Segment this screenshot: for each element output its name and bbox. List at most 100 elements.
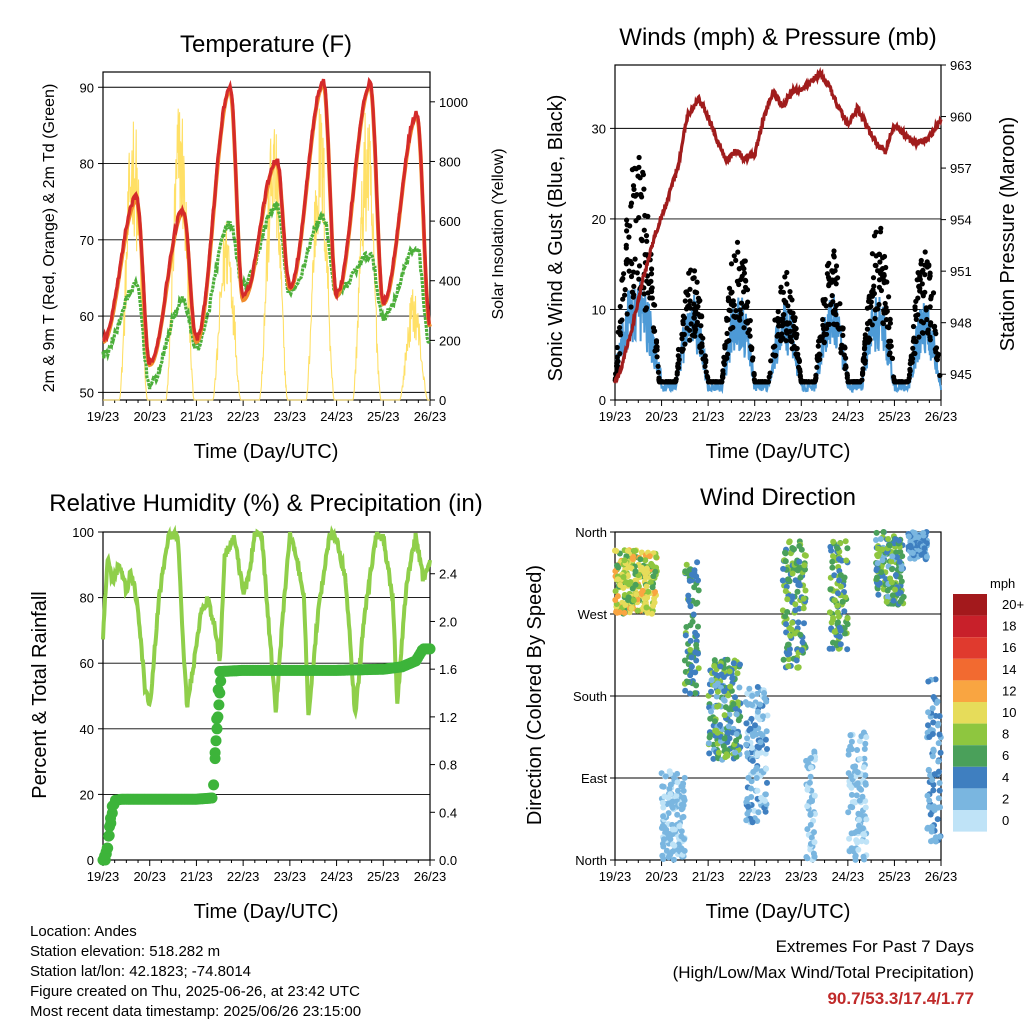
direction-point xyxy=(934,698,941,705)
gust-point xyxy=(626,268,632,274)
direction-point xyxy=(743,720,750,727)
direction-point xyxy=(830,614,837,621)
gust-point xyxy=(614,354,620,360)
direction-point xyxy=(683,561,690,568)
humidity-ytick-right-label: 2.4 xyxy=(439,567,457,582)
direction-point xyxy=(761,797,768,804)
gust-point xyxy=(787,289,793,295)
direction-point xyxy=(749,692,756,699)
direction-point xyxy=(841,574,848,581)
direction-point xyxy=(663,826,670,833)
legend-title: mph xyxy=(990,576,1015,591)
direction-point xyxy=(856,797,863,804)
legend-swatch xyxy=(953,658,987,681)
temperature-xtick-label: 23/23 xyxy=(274,409,307,424)
direction-point xyxy=(854,780,861,787)
gust-point xyxy=(874,306,880,312)
direction-point xyxy=(932,838,939,845)
winds-ytick-right-label: 948 xyxy=(950,316,972,331)
winds-xtick-label: 23/23 xyxy=(785,409,818,424)
direction-point xyxy=(800,605,807,612)
gust-point xyxy=(787,294,793,300)
gust-point xyxy=(750,355,756,361)
gust-point xyxy=(877,259,883,265)
direction-point xyxy=(744,750,751,757)
gust-point xyxy=(726,296,732,302)
direction-point xyxy=(660,856,667,862)
direction-point xyxy=(681,797,688,804)
gust-point xyxy=(698,313,705,319)
gust-point xyxy=(780,289,787,295)
gust-point xyxy=(915,312,921,318)
direction-point xyxy=(695,623,701,630)
gust-point xyxy=(924,259,930,265)
direction-point xyxy=(733,711,740,718)
gust-point xyxy=(793,346,799,352)
direction-point xyxy=(764,779,770,786)
gust-point xyxy=(862,345,868,351)
gust-point xyxy=(682,298,688,304)
direction-point xyxy=(911,530,918,536)
humidity-precip-points xyxy=(97,643,436,866)
direction-point xyxy=(809,798,815,805)
direction-point xyxy=(727,683,734,690)
direction-point xyxy=(844,615,851,622)
gust-point xyxy=(839,325,845,331)
legend-label: 0 xyxy=(1002,813,1009,828)
gust-point xyxy=(781,312,787,318)
direction-point xyxy=(925,709,932,716)
gust-point xyxy=(643,233,650,239)
direction-point xyxy=(659,840,666,847)
gust-point xyxy=(680,318,686,324)
humidity-xtick-label: 20/23 xyxy=(133,869,166,884)
direction-point xyxy=(755,809,762,816)
gust-point xyxy=(628,273,635,280)
gust-point xyxy=(619,317,625,323)
direction-point xyxy=(862,780,869,787)
gust-point xyxy=(873,229,879,235)
gust-point xyxy=(617,325,623,331)
direction-point xyxy=(630,597,637,604)
gust-point xyxy=(829,293,835,299)
winds-ytick-right-label: 954 xyxy=(950,213,972,228)
gust-point xyxy=(645,213,651,219)
direction-point xyxy=(713,693,720,700)
legend-swatch xyxy=(953,810,987,832)
gust-point xyxy=(912,304,918,310)
gust-point xyxy=(615,358,621,364)
direction-point xyxy=(695,665,702,672)
direction-point xyxy=(796,582,803,589)
direction-point xyxy=(725,692,732,699)
gust-point xyxy=(918,269,924,275)
winds-xtick-label: 26/23 xyxy=(925,409,958,424)
direction-point xyxy=(888,558,895,565)
direction-point xyxy=(707,732,714,739)
gust-point xyxy=(648,271,655,277)
gust-point xyxy=(626,234,632,240)
direction-point xyxy=(688,654,695,661)
direction-point xyxy=(875,591,882,598)
direction-point xyxy=(792,577,799,584)
gust-point xyxy=(830,269,836,275)
legend-label: 16 xyxy=(1002,640,1016,655)
gust-point xyxy=(797,369,803,375)
direction-point xyxy=(789,594,796,601)
gust-point xyxy=(698,343,704,349)
direction-point xyxy=(679,805,686,812)
gust-point xyxy=(796,358,803,365)
gust-point xyxy=(728,261,735,267)
direction-point xyxy=(760,713,766,720)
gust-point xyxy=(869,289,875,295)
direction-point xyxy=(907,542,914,549)
direction-point xyxy=(733,731,740,737)
gust-point xyxy=(741,304,747,310)
direction-point xyxy=(873,565,880,572)
direction-point xyxy=(837,641,844,648)
direction-point xyxy=(829,564,836,571)
direction-point xyxy=(926,797,933,804)
gust-point xyxy=(730,303,737,309)
winds-xtick-label: 19/23 xyxy=(599,409,632,424)
gust-point xyxy=(690,275,696,282)
gust-point xyxy=(831,254,837,260)
direction-point xyxy=(897,598,904,605)
